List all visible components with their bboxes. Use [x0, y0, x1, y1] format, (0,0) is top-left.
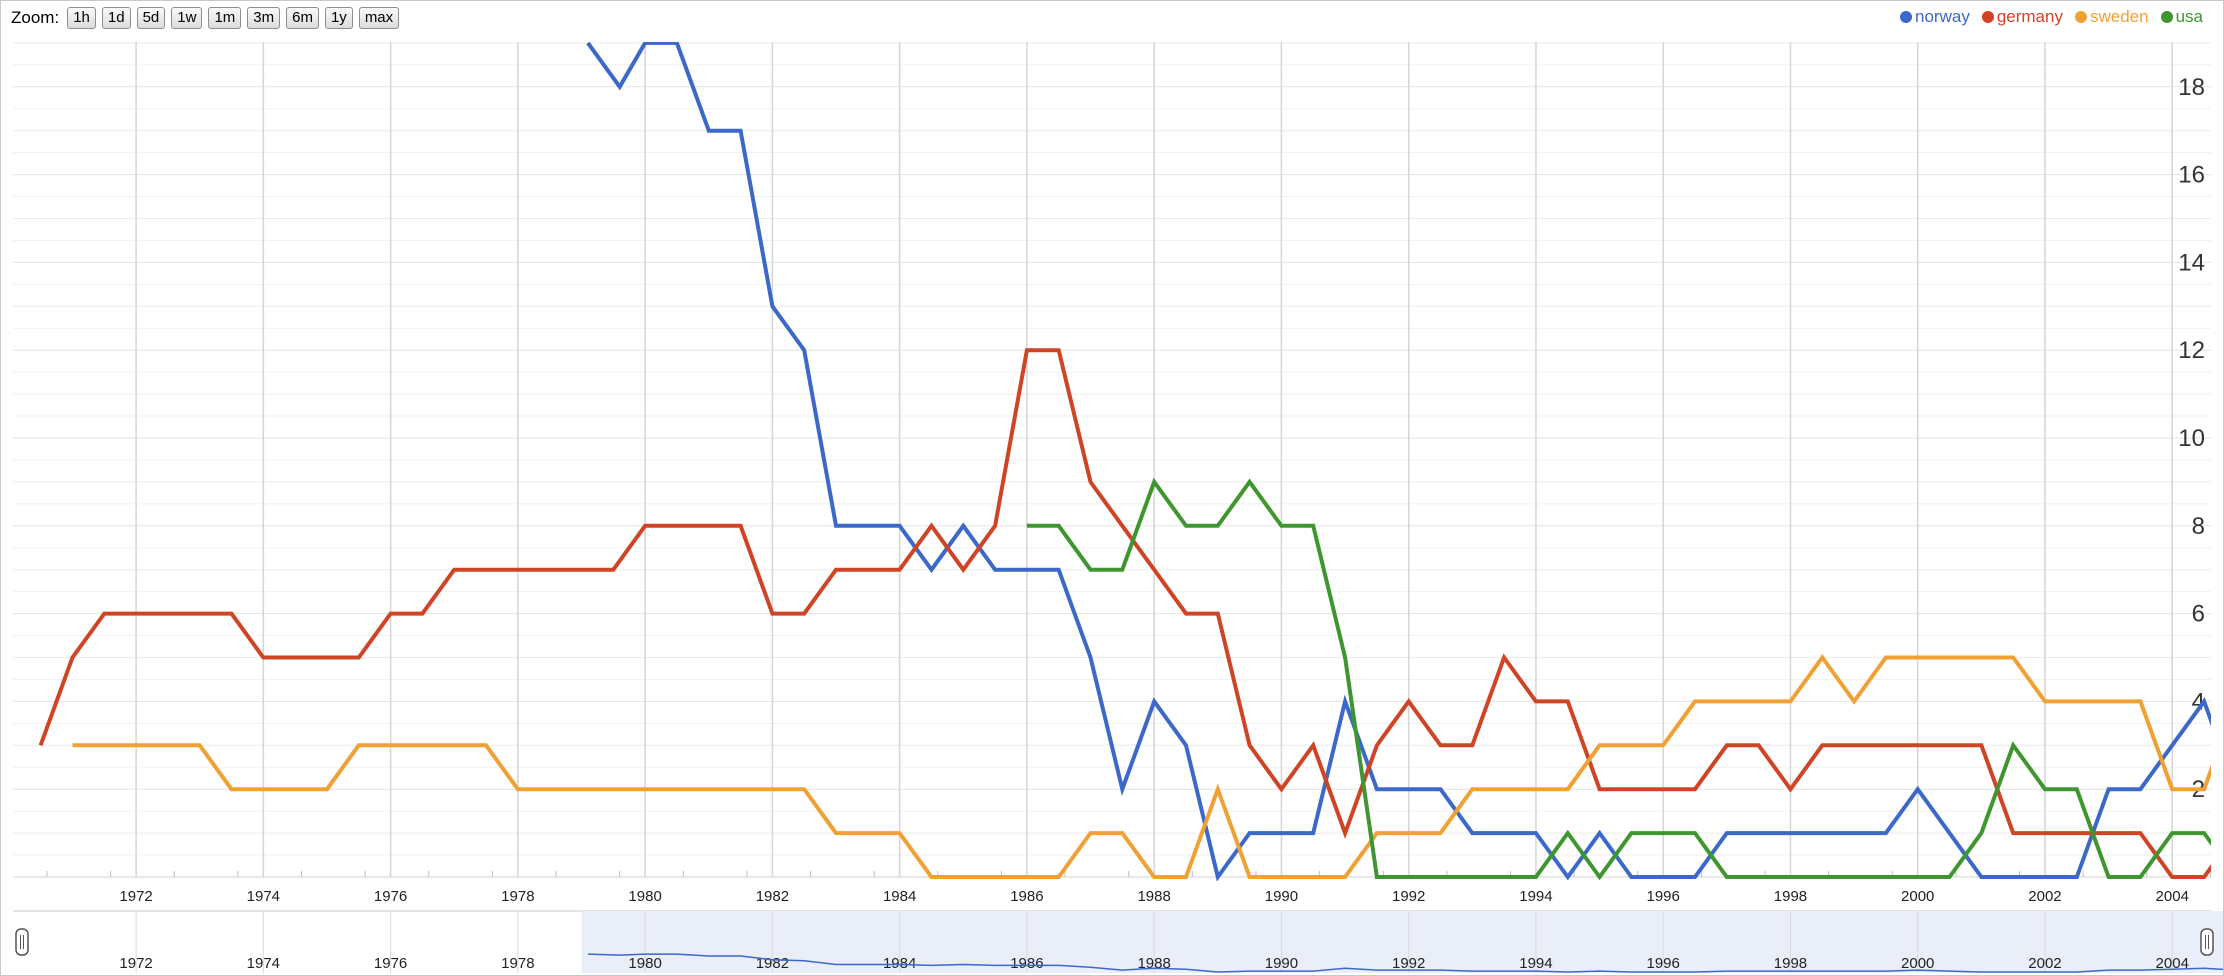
x-tick-label: 1998	[1774, 888, 1807, 905]
x-tick-label: 1976	[374, 888, 407, 905]
navigator-tick-label: 2004	[2156, 955, 2189, 972]
x-tick-label: 1972	[119, 888, 152, 905]
x-tick-label: 1996	[1647, 888, 1680, 905]
x-tick-label: 1978	[501, 888, 534, 905]
navigator-tick-label: 2000	[1901, 955, 1934, 972]
navigator-tick-label: 1992	[1392, 955, 1425, 972]
legend-item-germany[interactable]: germany	[1981, 7, 2063, 27]
x-tick-label: 1994	[1519, 888, 1552, 905]
navigator-tick-label: 1982	[756, 955, 789, 972]
legend-label-sweden: sweden	[2089, 7, 2149, 26]
x-tick-label: 2000	[1901, 888, 1934, 905]
navigator-tick-label: 1980	[628, 955, 661, 972]
zoom-max-button[interactable]: max	[358, 7, 400, 29]
legend-dot-icon	[2074, 11, 2087, 23]
navigator-tick-label: 1996	[1647, 955, 1680, 972]
legend-dot-icon	[1981, 11, 1994, 23]
navigator-tick-label: 1976	[374, 955, 407, 972]
y-tick-label: 18	[2178, 74, 2205, 101]
zoom-1d-button[interactable]: 1d	[101, 7, 131, 29]
y-tick-label: 10	[2178, 425, 2205, 452]
legend-item-sweden[interactable]: sweden	[2074, 7, 2149, 27]
zoom-6m-button[interactable]: 6m	[286, 7, 319, 29]
legend-item-norway[interactable]: norway	[1900, 7, 1970, 27]
x-tick-label: 2004	[2156, 888, 2189, 905]
zoom-1w-button[interactable]: 1w	[171, 7, 203, 29]
x-tick-label: 2002	[2028, 888, 2061, 905]
y-tick-label: 4	[2192, 688, 2205, 715]
navigator-series-line	[587, 953, 2223, 973]
navigator-tick-label: 1986	[1010, 955, 1043, 972]
y-tick-label: 16	[2178, 162, 2205, 189]
series-line-germany[interactable]	[38, 348, 2223, 879]
navigator-tick-label: 1972	[119, 955, 152, 972]
legend-dot-icon	[2160, 11, 2173, 23]
series-line-sweden[interactable]	[72, 654, 2224, 879]
navigator-left-handle[interactable]	[15, 928, 29, 956]
series-line-usa[interactable]	[1026, 477, 2223, 881]
legend-label-norway: norway	[1915, 7, 1970, 26]
y-tick-label: 6	[2192, 601, 2205, 628]
zoom-5d-button[interactable]: 5d	[136, 7, 166, 29]
x-tick-label: 1988	[1137, 888, 1170, 905]
zoom-label: Zoom:	[11, 8, 60, 27]
navigator-tick-label: 1990	[1265, 955, 1298, 972]
x-tick-label: 1982	[756, 888, 789, 905]
navigator-tick-label: 2002	[2028, 955, 2061, 972]
zoom-1y-button[interactable]: 1y	[324, 7, 353, 29]
y-tick-label: 14	[2178, 249, 2205, 276]
zoom-3m-button[interactable]: 3m	[247, 7, 281, 29]
legend-label-usa: usa	[2175, 7, 2203, 26]
navigator-tick-label: 1978	[501, 955, 534, 972]
x-tick-label: 1986	[1010, 888, 1043, 905]
x-tick-label: 1992	[1392, 888, 1425, 905]
navigator-selection[interactable]	[581, 911, 2223, 973]
legend-label-germany: germany	[1996, 7, 2063, 26]
legend-dot-icon	[1900, 11, 1913, 23]
x-tick-label: 1984	[883, 888, 916, 905]
navigator-tick-label: 1994	[1519, 955, 1552, 972]
y-tick-label: 8	[2192, 513, 2205, 540]
navigator-right-handle[interactable]	[2200, 928, 2214, 956]
zoom-1h-button[interactable]: 1h	[67, 7, 96, 29]
series-line-norway[interactable]	[586, 42, 2223, 881]
navigator-tick-label: 1998	[1774, 955, 1807, 972]
legend: norway germany sweden usa	[1900, 7, 2203, 27]
legend-item-usa[interactable]: usa	[2160, 7, 2203, 27]
y-tick-label: 12	[2178, 337, 2205, 364]
x-tick-label: 1990	[1265, 888, 1298, 905]
x-tick-label: 1980	[628, 888, 661, 905]
navigator-tick-label: 1974	[247, 955, 280, 972]
x-tick-label: 1974	[247, 888, 280, 905]
zoom-1m-button[interactable]: 1m	[208, 7, 242, 29]
navigator-tick-label: 1984	[883, 955, 916, 972]
zoom-bar: Zoom: 1h 1d 5d 1w 1m 3m 6m 1y max	[11, 6, 400, 30]
